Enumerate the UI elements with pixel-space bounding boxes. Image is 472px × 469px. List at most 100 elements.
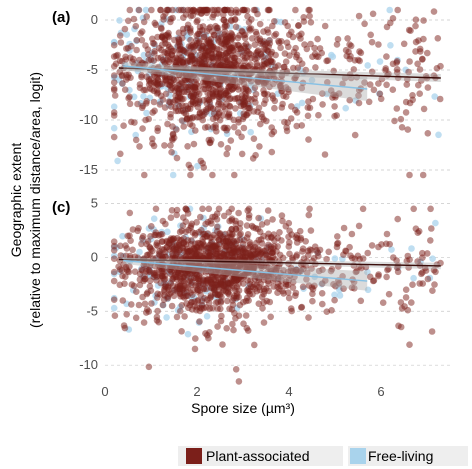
- point-plant-a-1055: [131, 119, 138, 126]
- point-plant-c-1294: [239, 248, 247, 255]
- point-plant-a-895: [221, 28, 229, 35]
- point-plant-c-898: [351, 285, 358, 292]
- point-plant-c-1191: [383, 273, 390, 281]
- point-plant-a-1200: [200, 85, 207, 93]
- point-plant-c-1180: [286, 250, 293, 258]
- point-plant-a-821: [304, 104, 312, 111]
- point-plant-a-1198: [154, 76, 162, 84]
- point-plant-a-590: [407, 27, 414, 34]
- point-plant-a-228: [161, 142, 168, 149]
- point-plant-a-971: [303, 45, 311, 53]
- point-plant-c-347: [319, 300, 326, 308]
- point-plant-a-418: [138, 28, 146, 35]
- point-plant-a-1264: [259, 53, 266, 60]
- point-plant-c-20: [251, 341, 258, 349]
- point-plant-a-1244: [199, 53, 206, 60]
- point-plant-c-1299: [141, 300, 149, 308]
- point-plant-a-786: [180, 6, 187, 14]
- point-plant-a-1297: [282, 93, 290, 100]
- point-plant-a-996: [307, 40, 314, 48]
- point-plant-a-542: [190, 140, 198, 148]
- point-plant-a-1164: [232, 9, 239, 16]
- point-plant-a-1234: [188, 83, 195, 90]
- point-plant-c-658: [154, 307, 161, 315]
- point-plant-a-225: [351, 131, 359, 139]
- point-plant-c-590: [279, 217, 286, 225]
- point-plant-c-1238: [173, 248, 181, 256]
- point-plant-c-1258: [257, 280, 264, 288]
- point-plant-c-58: [340, 224, 348, 232]
- point-free-c-67: [203, 313, 211, 320]
- point-plant-c-1194: [223, 325, 230, 332]
- point-plant-a-1295: [250, 65, 257, 73]
- point-plant-c-738: [292, 289, 300, 297]
- point-plant-a-1012: [312, 64, 319, 71]
- point-plant-a-1281: [155, 70, 163, 78]
- point-plant-c-1293: [222, 230, 229, 238]
- point-plant-c-1227: [262, 247, 269, 254]
- point-plant-c-1246: [209, 242, 217, 249]
- point-plant-c-722: [111, 312, 119, 320]
- point-plant-a-411: [167, 114, 174, 121]
- point-plant-a-396: [287, 115, 295, 122]
- point-plant-a-995: [204, 89, 211, 97]
- point-plant-c-333: [236, 301, 244, 309]
- point-plant-c-1122: [202, 220, 209, 228]
- point-plant-c-891: [173, 313, 181, 321]
- point-plant-c-850: [397, 299, 405, 306]
- point-plant-a-823: [347, 52, 354, 60]
- point-plant-a-1094: [394, 6, 402, 14]
- point-plant-a-362: [365, 98, 373, 106]
- point-plant-a-502: [377, 95, 385, 103]
- point-plant-a-1052: [307, 19, 315, 26]
- point-free-c-82: [331, 291, 338, 299]
- point-plant-a-1291: [198, 46, 205, 54]
- point-plant-a-1290: [240, 64, 248, 72]
- fit-line-a-0: [118, 67, 441, 79]
- point-plant-a-1213: [223, 150, 230, 158]
- point-plant-a-1108: [145, 57, 152, 64]
- point-plant-a-198: [331, 103, 338, 110]
- point-plant-a-1150: [127, 54, 134, 61]
- point-plant-a-1133: [164, 31, 171, 38]
- point-plant-c-851: [237, 230, 244, 238]
- point-plant-c-889: [226, 217, 233, 225]
- point-plant-c-1117: [214, 298, 221, 306]
- point-plant-a-76: [304, 112, 312, 120]
- point-plant-a-1115: [182, 102, 190, 110]
- point-plant-c-1248: [217, 281, 225, 289]
- point-plant-a-808: [169, 6, 176, 14]
- point-plant-c-1037: [271, 263, 278, 270]
- point-plant-a-138: [150, 98, 158, 106]
- point-plant-a-548: [420, 17, 427, 24]
- point-plant-a-726: [305, 136, 312, 143]
- point-plant-c-1237: [176, 275, 184, 283]
- point-free-c-123: [388, 246, 395, 253]
- point-plant-a-621: [415, 81, 422, 89]
- legend: Plant-associated Free-living: [178, 446, 468, 466]
- point-plant-c-215: [110, 247, 118, 254]
- point-plant-c-1244: [258, 240, 266, 247]
- point-plant-c-749: [131, 268, 139, 276]
- point-plant-a-1298: [138, 72, 145, 79]
- point-plant-c-1297: [182, 266, 190, 274]
- point-plant-c-1296: [122, 252, 130, 260]
- point-free-a-49: [387, 42, 394, 49]
- point-plant-a-747: [180, 123, 187, 130]
- point-plant-a-1210: [383, 81, 390, 89]
- point-plant-a-672: [119, 80, 126, 87]
- point-plant-c-530: [395, 322, 402, 330]
- point-plant-c-779: [161, 288, 168, 295]
- point-plant-a-741: [110, 133, 118, 141]
- point-plant-a-197: [367, 31, 375, 39]
- point-plant-a-1201: [117, 150, 124, 158]
- point-plant-a-1199: [281, 50, 289, 57]
- point-plant-a-972: [241, 34, 249, 42]
- point-plant-a-1287: [243, 54, 251, 61]
- point-plant-a-1203: [231, 15, 239, 23]
- point-plant-c-1059: [219, 288, 227, 295]
- point-plant-c-1285: [193, 306, 200, 314]
- point-plant-c-1181: [204, 276, 212, 284]
- point-plant-a-4: [419, 171, 427, 179]
